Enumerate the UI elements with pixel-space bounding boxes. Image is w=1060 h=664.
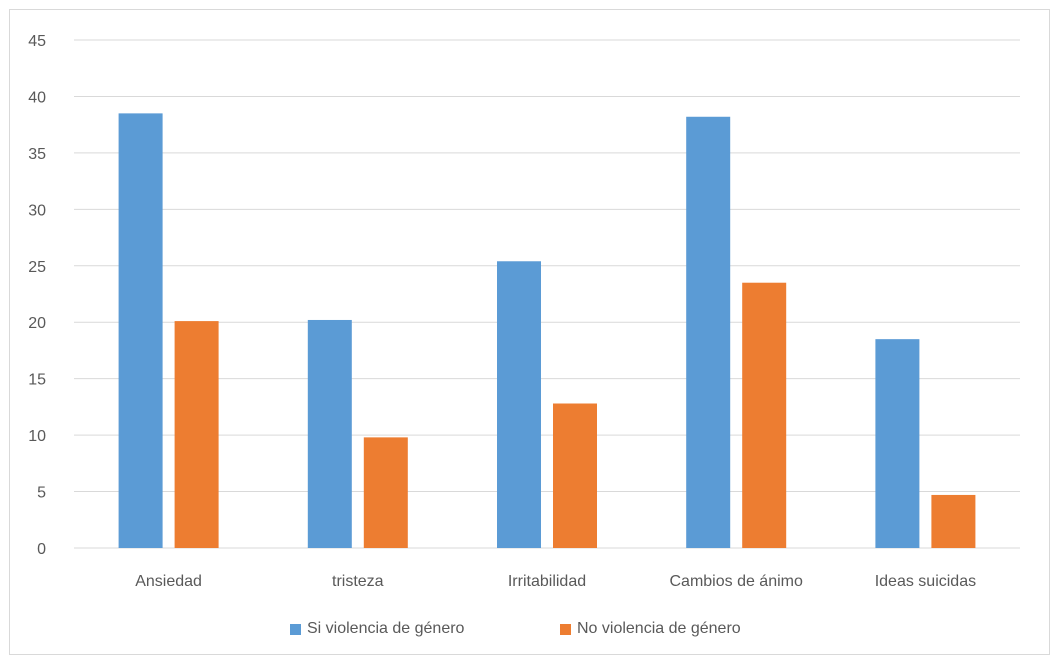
y-tick-label: 15 [28, 372, 46, 389]
x-tick-label: Ideas suicidas [875, 573, 976, 590]
legend-label-series-1: Si violencia de género [307, 620, 465, 637]
legend-swatch-series-2 [560, 623, 571, 635]
legend-label-series-2: No violencia de género [577, 620, 741, 637]
bar-si-violencia [686, 116, 731, 549]
bars [118, 113, 976, 549]
x-tick-label: Irritabilidad [508, 573, 586, 590]
bar-no-violencia [742, 282, 787, 548]
y-tick-label: 30 [28, 202, 46, 219]
y-axis-labels: 0 5 10 15 20 25 30 35 40 45 [28, 33, 46, 558]
x-tick-label: tristeza [332, 573, 384, 590]
y-tick-label: 25 [28, 259, 46, 276]
legend: Si violencia de género No violencia de g… [0, 620, 1060, 644]
x-tick-label: Cambios de ánimo [669, 573, 803, 590]
gridlines [74, 39, 1020, 549]
x-axis-labels: Ansiedad tristeza Irritabilidad Cambios de … [135, 573, 976, 590]
y-tick-label: 0 [37, 541, 46, 558]
y-tick-label: 35 [28, 146, 46, 163]
bar-si-violencia [307, 319, 352, 548]
y-tick-label: 40 [28, 89, 46, 106]
bar-si-violencia [875, 339, 920, 548]
bar-no-violencia [553, 403, 597, 548]
legend-swatch-series-1 [290, 623, 301, 635]
bar-no-violencia [363, 437, 408, 548]
bar-no-violencia [174, 321, 219, 548]
x-tick-label: Ansiedad [135, 573, 202, 590]
legend-item-series-2: No violencia de género [560, 620, 741, 638]
y-tick-label: 10 [28, 428, 46, 445]
bar-si-violencia [497, 261, 541, 548]
bar-si-violencia [118, 113, 163, 548]
bar-no-violencia [931, 494, 976, 548]
y-tick-label: 20 [28, 315, 46, 332]
y-tick-label: 5 [37, 485, 46, 502]
y-tick-label: 45 [28, 33, 46, 50]
legend-item-series-1: Si violencia de género [290, 620, 464, 638]
